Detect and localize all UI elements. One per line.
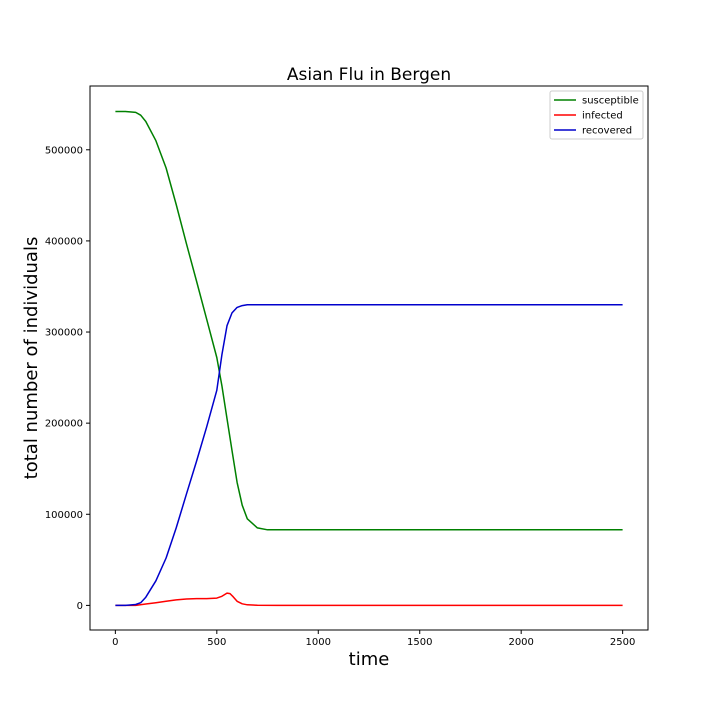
x-tick-label: 1500: [407, 637, 432, 648]
legend-label-infected: infected: [582, 111, 623, 122]
y-tick-label: 100000: [45, 510, 83, 521]
series-line-infected: [115, 592, 623, 607]
x-axis-ticks: 0 500 1000 1500 2000 2500: [112, 630, 635, 648]
x-axis-label: time: [349, 649, 390, 670]
legend-box: [549, 90, 644, 140]
x-tick-label: 0: [112, 637, 118, 648]
chart-title: Asian Flu in Bergen: [287, 65, 451, 85]
plot-frame: [89, 85, 649, 631]
legend-label-susceptible: susceptible: [582, 96, 639, 107]
y-tick-label: 500000: [45, 145, 83, 156]
y-tick-label: 0: [77, 601, 83, 612]
x-tick-label: 2500: [610, 637, 635, 648]
x-tick-label: 500: [207, 637, 226, 648]
x-tick-label: 1000: [306, 637, 331, 648]
y-tick-label: 400000: [45, 236, 83, 247]
y-axis-label: total number of individuals: [21, 237, 42, 480]
y-axis-ticks: 0 100000 200000 300000 400000 500000: [45, 145, 90, 612]
y-tick-label: 300000: [45, 328, 83, 339]
plot-area: 0 500 1000 1500 2000 2500 0 100000 200000 300000…: [45, 85, 649, 648]
x-tick-label: 2000: [508, 637, 533, 648]
y-tick-label: 200000: [45, 419, 83, 430]
chart-legend: susceptible infected recovered: [549, 90, 644, 140]
series-lines: [115, 110, 623, 607]
series-line-recovered: [115, 303, 623, 607]
legend-label-recovered: recovered: [582, 126, 632, 137]
